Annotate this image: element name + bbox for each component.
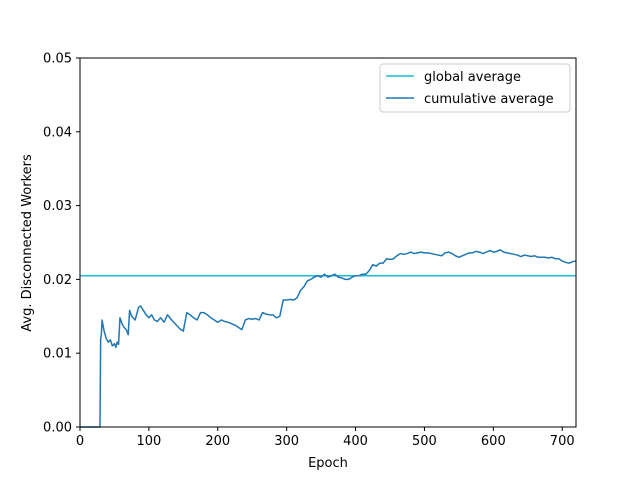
legend-label-global-average: global average	[424, 70, 521, 85]
x-tick-label: 400	[343, 434, 368, 449]
x-tick-label: 0	[76, 434, 84, 449]
series-line-cumulative-average	[80, 249, 577, 428]
y-tick-label: 0.00	[43, 421, 72, 436]
axes-frame	[79, 57, 577, 428]
plot-area: 0 100 200 300 400 500 600 700 0.00 0.01 0.02 0.03 0.…	[43, 52, 577, 449]
x-tick-label: 500	[412, 434, 437, 449]
y-tick-label: 0.03	[43, 199, 72, 214]
y-tick-label: 0.02	[43, 273, 72, 288]
x-tick-label: 100	[136, 434, 161, 449]
y-tick-label: 0.04	[43, 125, 72, 140]
y-axis-label: Avg. Disconnected Workers	[20, 154, 35, 332]
legend: global average cumulative average	[379, 63, 571, 113]
x-tick-label: 200	[205, 434, 230, 449]
y-tick-label: 0.05	[43, 52, 72, 67]
legend-label-cumulative-average: cumulative average	[424, 92, 554, 107]
x-tick-label: 700	[550, 434, 575, 449]
x-axis-label: Epoch	[308, 456, 348, 471]
y-tick-label: 0.01	[43, 347, 72, 362]
legend-frame	[379, 63, 571, 113]
x-tick-label: 600	[481, 434, 506, 449]
x-tick-label: 300	[274, 434, 299, 449]
